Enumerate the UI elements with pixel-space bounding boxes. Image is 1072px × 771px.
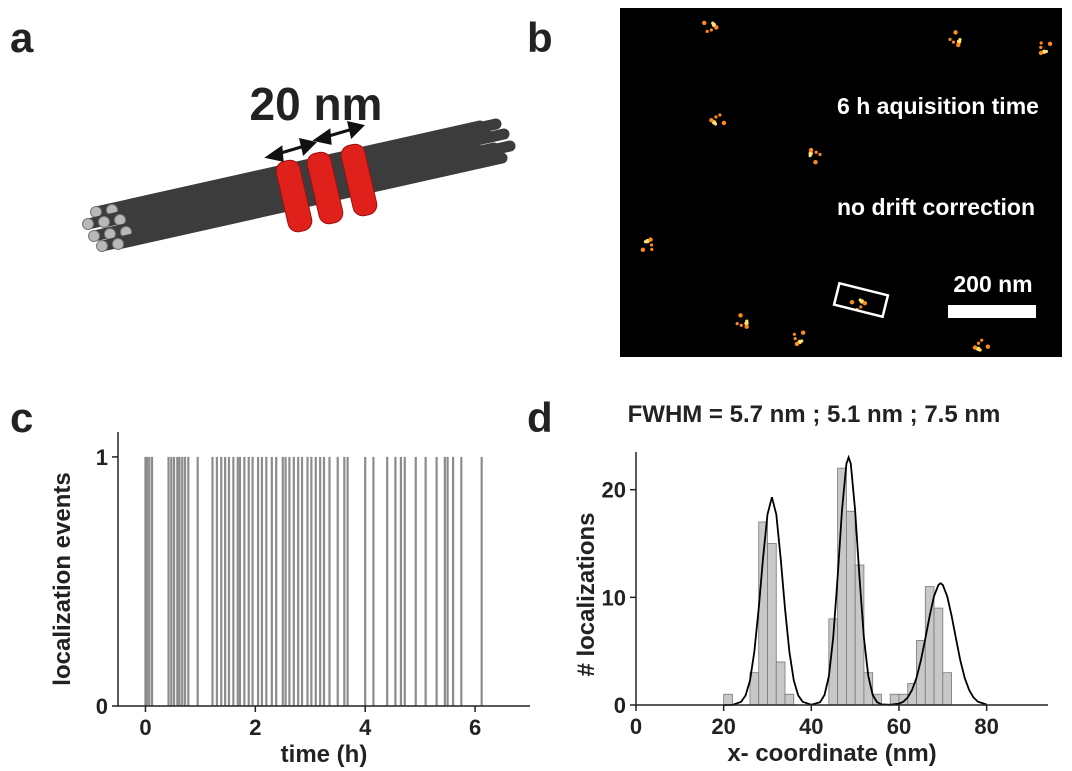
rod-end bbox=[88, 230, 100, 242]
spot bbox=[985, 344, 991, 349]
y-tick-label: 0 bbox=[96, 694, 108, 719]
spot bbox=[643, 240, 648, 244]
histogram-bar bbox=[933, 607, 944, 706]
spot bbox=[705, 29, 709, 33]
spot bbox=[1038, 50, 1044, 56]
spot bbox=[650, 247, 654, 252]
rod bbox=[106, 118, 502, 216]
spot bbox=[744, 324, 749, 329]
spot bbox=[739, 323, 743, 327]
rod-end bbox=[112, 238, 124, 250]
selection-box bbox=[832, 281, 890, 319]
spot bbox=[640, 247, 646, 253]
spot bbox=[808, 147, 814, 153]
spot bbox=[808, 154, 812, 158]
histogram-bar bbox=[775, 661, 786, 706]
rod-end bbox=[96, 240, 108, 252]
spot bbox=[956, 42, 961, 48]
spot bbox=[849, 299, 855, 305]
panel-letter: c bbox=[10, 394, 33, 441]
y-tick-label: 0 bbox=[614, 693, 626, 718]
spot bbox=[976, 341, 981, 345]
spot bbox=[948, 37, 952, 41]
panel-letter: b bbox=[527, 14, 553, 61]
x-tick-label: 20 bbox=[711, 714, 735, 739]
spot bbox=[793, 337, 797, 341]
x-axis-label: time (h) bbox=[281, 741, 368, 768]
spot bbox=[649, 243, 654, 247]
annotation: 6 h aquisition time bbox=[837, 93, 1039, 119]
chart-title: FWHM = 5.7 nm ; 5.1 nm ; 7.5 nm bbox=[628, 401, 1001, 428]
spacing-arrows bbox=[264, 120, 365, 162]
spot bbox=[794, 341, 800, 347]
y-tick-label: 10 bbox=[602, 585, 626, 610]
spot bbox=[709, 117, 714, 123]
histogram-bar bbox=[767, 543, 777, 706]
panel-letter: d bbox=[527, 394, 553, 441]
distance-label: 20 nm bbox=[250, 78, 383, 130]
panel-letter: a bbox=[10, 14, 34, 61]
x-tick-label: 0 bbox=[630, 714, 642, 739]
histogram-bar bbox=[723, 693, 733, 706]
localization-spots bbox=[640, 20, 1053, 352]
spot bbox=[738, 313, 743, 318]
histogram-bar bbox=[942, 672, 952, 706]
spot bbox=[951, 40, 956, 44]
y-tick-label: 20 bbox=[602, 478, 626, 503]
spot bbox=[721, 120, 727, 126]
spot bbox=[818, 152, 822, 157]
spot bbox=[958, 38, 962, 42]
scale-bar bbox=[948, 305, 1036, 318]
annotation: no drift correction bbox=[837, 194, 1035, 220]
x-tick-label: 2 bbox=[249, 715, 261, 740]
x-axis-label: x- coordinate (nm) bbox=[727, 740, 936, 767]
spot bbox=[745, 319, 749, 323]
spot bbox=[859, 305, 863, 309]
spot bbox=[814, 150, 818, 154]
spot bbox=[953, 30, 958, 35]
spot bbox=[813, 159, 818, 165]
spot bbox=[1047, 41, 1053, 47]
spot bbox=[714, 115, 718, 119]
x-tick-label: 40 bbox=[799, 714, 823, 739]
spot bbox=[858, 298, 862, 302]
spot bbox=[980, 338, 984, 342]
y-axis-label: # localizations bbox=[573, 512, 600, 676]
spot bbox=[1039, 41, 1043, 45]
x-tick-label: 0 bbox=[139, 715, 151, 740]
rod bbox=[112, 152, 508, 250]
spot bbox=[792, 332, 796, 336]
spot bbox=[718, 113, 722, 117]
spot bbox=[1039, 45, 1043, 49]
rod-end bbox=[82, 218, 94, 230]
spot bbox=[702, 20, 707, 26]
spot bbox=[709, 28, 713, 32]
y-tick-label: 1 bbox=[96, 445, 108, 470]
histogram-bar bbox=[845, 510, 856, 706]
spot bbox=[972, 345, 978, 350]
spot bbox=[713, 122, 718, 126]
red-bands bbox=[275, 143, 378, 233]
spot bbox=[711, 21, 715, 25]
spot bbox=[978, 348, 982, 352]
spot bbox=[1044, 49, 1048, 54]
scale-bar-label: 200 nm bbox=[953, 271, 1032, 297]
x-tick-label: 6 bbox=[469, 715, 481, 740]
image bbox=[620, 8, 1062, 357]
rod-end bbox=[98, 216, 110, 228]
spot bbox=[862, 300, 868, 306]
spot bbox=[800, 330, 806, 335]
x-tick-label: 60 bbox=[887, 714, 911, 739]
spot bbox=[800, 339, 804, 343]
x-tick-label: 80 bbox=[974, 714, 998, 739]
y-axis-label: localization events bbox=[49, 472, 76, 685]
fit-curve bbox=[723, 454, 987, 706]
x-tick-label: 4 bbox=[359, 715, 372, 740]
spot bbox=[735, 322, 739, 326]
spot bbox=[648, 237, 653, 242]
histogram-bar bbox=[784, 693, 795, 706]
spot bbox=[714, 25, 719, 30]
